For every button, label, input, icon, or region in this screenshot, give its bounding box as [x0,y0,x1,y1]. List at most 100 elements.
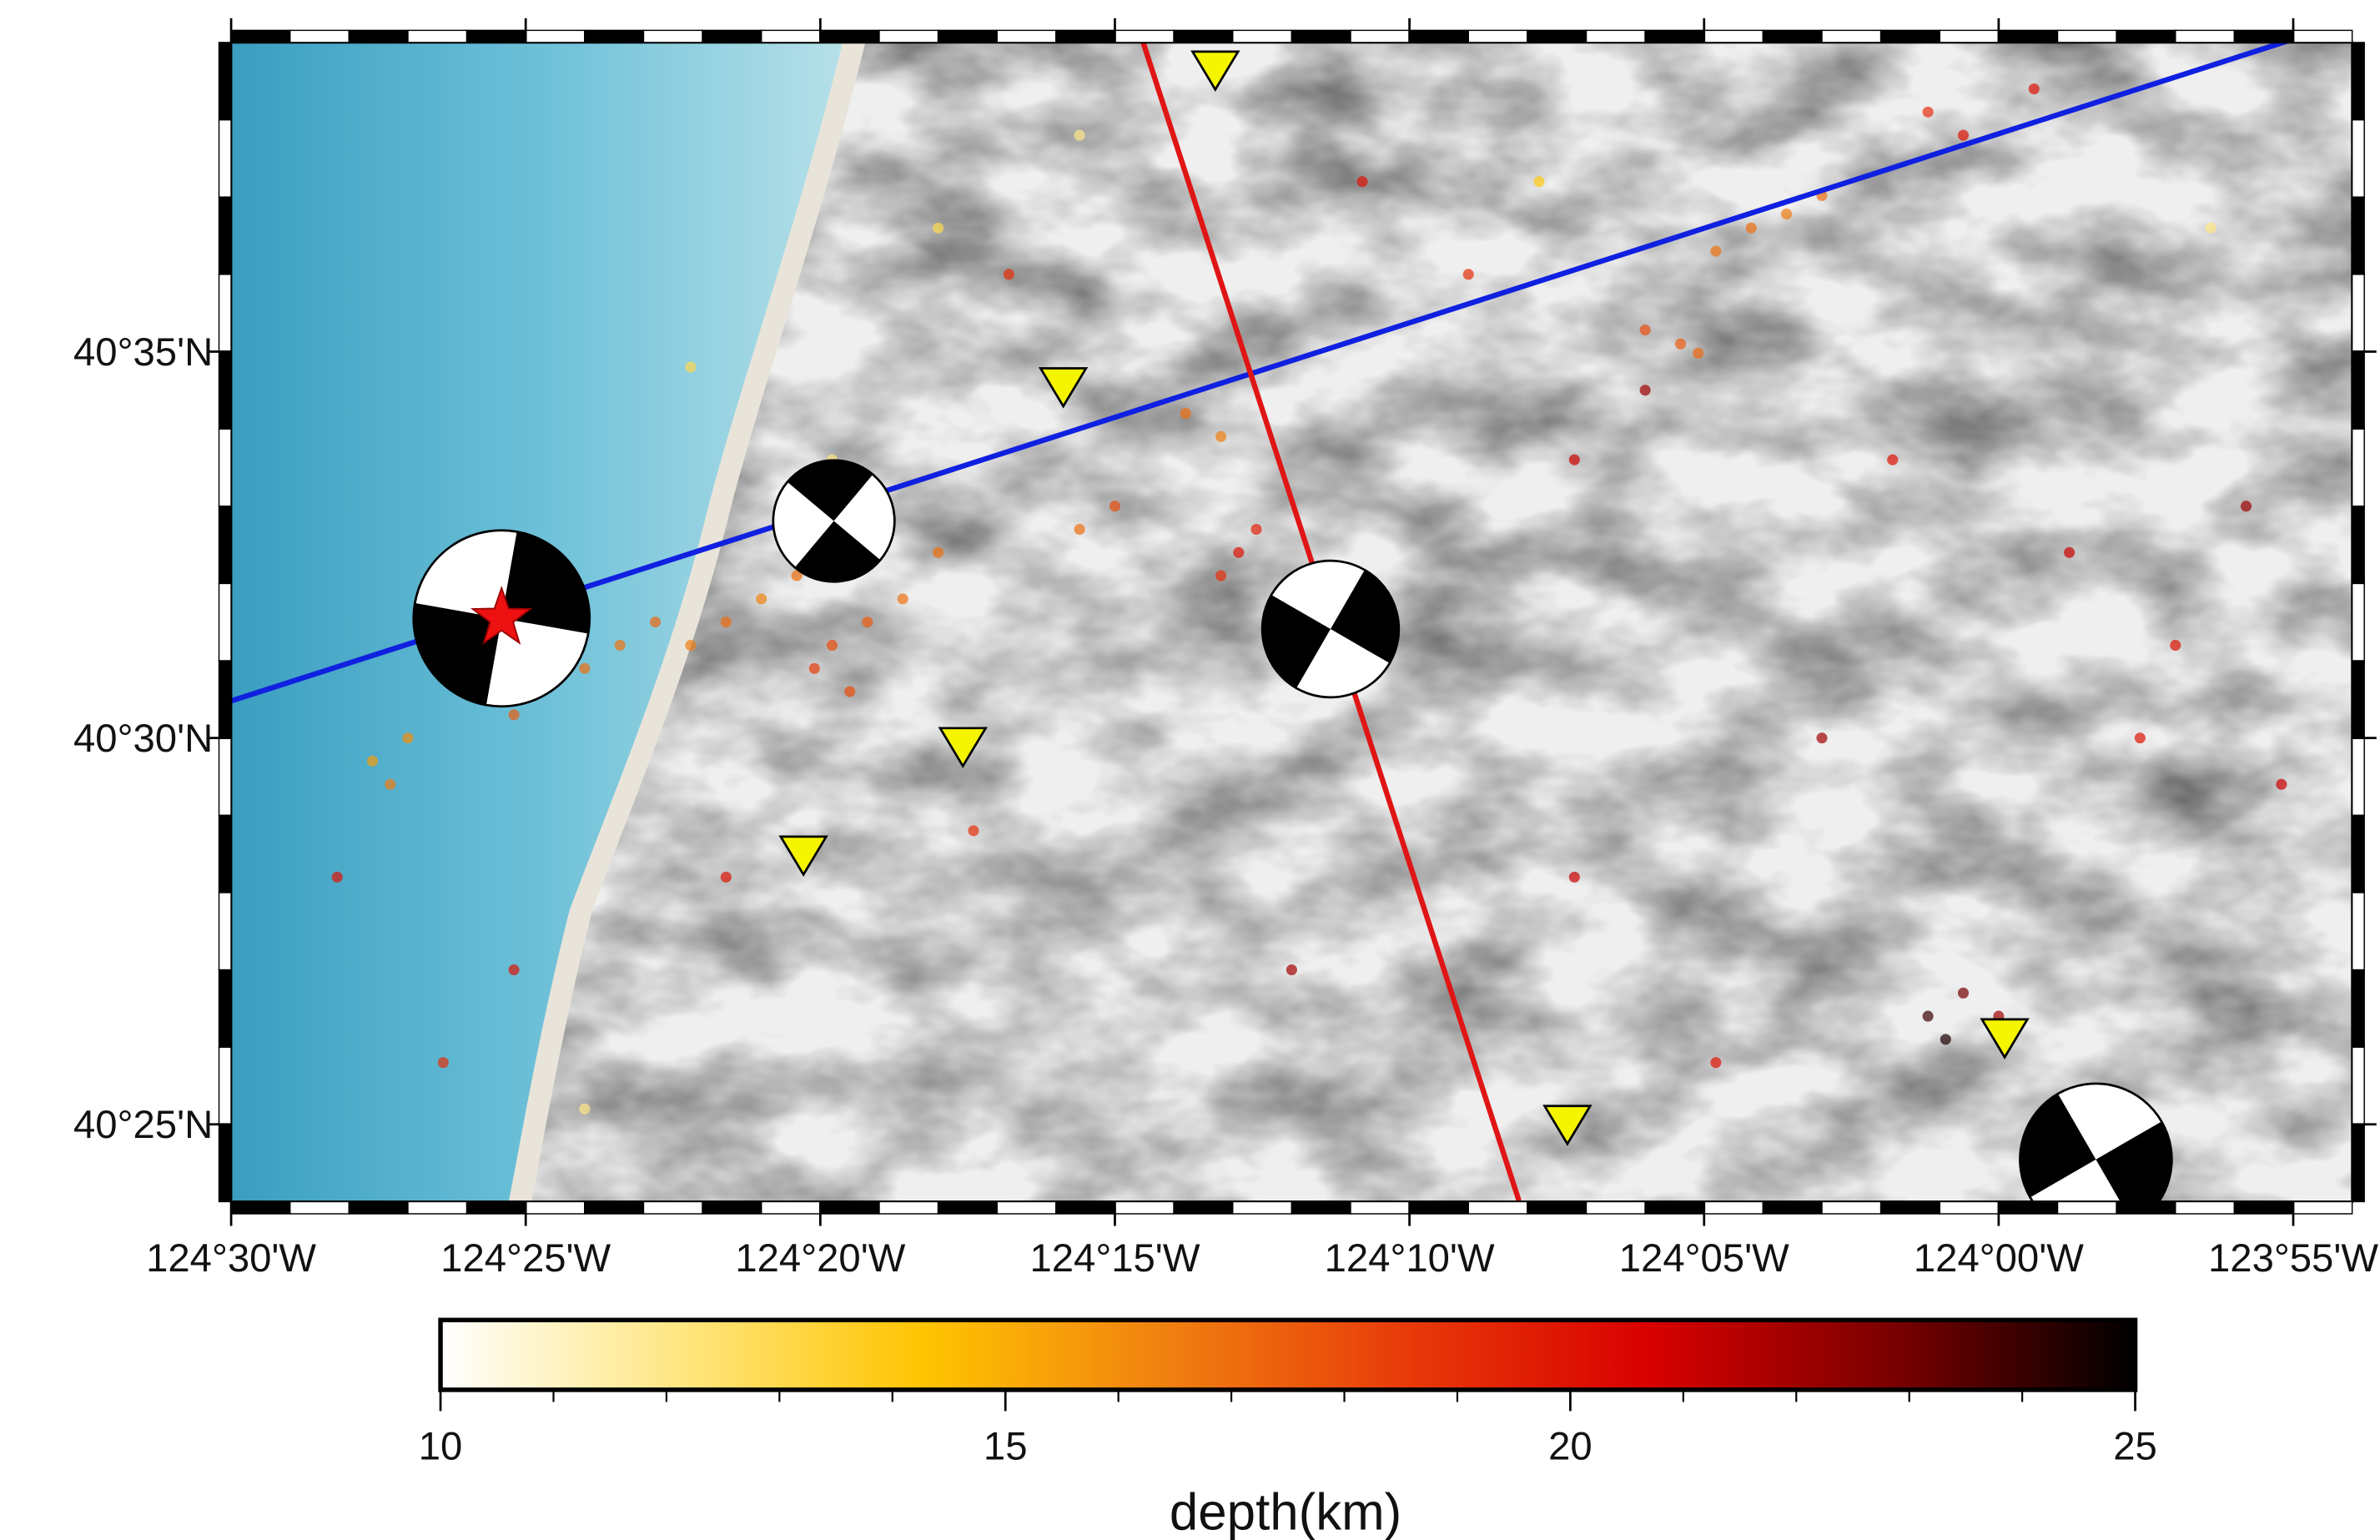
earthquake [332,872,343,883]
frame-segment [2352,661,2365,738]
frame-segment [997,30,1056,43]
frame-segment [585,30,644,43]
lon-tick-label: 123°55'W [2208,1236,2378,1281]
frame-segment [219,120,232,198]
frame-segment [526,1201,585,1214]
earthquake [1074,130,1085,141]
frame-segment [1822,1201,1881,1214]
frame-segment [1291,30,1351,43]
frame-segment [1174,30,1233,43]
frame-segment [762,30,821,43]
frame-segment [1940,1201,1999,1214]
frame-segment [1174,1201,1233,1214]
lon-tick-label: 124°00'W [1914,1236,2084,1281]
frame-segment [2176,1201,2235,1214]
earthquake [1816,732,1827,743]
earthquake [2276,779,2287,790]
frame-segment [1527,30,1587,43]
colorbar-tick-label: 10 [419,1425,463,1469]
earthquake [1233,547,1244,558]
frame-segment [290,30,350,43]
frame-segment [1115,1201,1174,1214]
earthquake [1569,455,1580,466]
frame-segment [408,1201,467,1214]
earthquake [1180,408,1191,419]
frame-segment [643,1201,702,1214]
earthquake [844,686,855,697]
earthquake [579,1104,590,1115]
frame-segment [2234,1201,2293,1214]
lat-tick-label: 40°35'N [73,330,213,375]
frame-segment [219,274,232,352]
earthquake [509,964,520,975]
frame-segment [2352,429,2365,506]
frame-segment [1704,1201,1764,1214]
lon-tick-label: 124°25'W [440,1236,611,1281]
earthquake [2064,547,2075,558]
frame-segment [820,1201,879,1214]
earthquake [1923,107,1934,118]
frame-segment [2058,1201,2117,1214]
earthquake [685,361,696,372]
earthquake [2206,223,2216,234]
earthquake [933,547,943,558]
earthquake [385,779,395,790]
earthquake [1887,455,1898,466]
frame-segment [879,30,938,43]
lat-tick-label: 40°25'N [73,1103,213,1147]
earthquake [1746,223,1757,234]
frame-segment [938,30,998,43]
frame-segment [1115,30,1174,43]
frame-segment [1410,30,1469,43]
colorbar-title: depth(km) [1170,1483,1401,1540]
colorbar [440,1320,2136,1390]
frame-segment [1410,1201,1469,1214]
lon-tick-label: 124°05'W [1619,1236,1789,1281]
frame-segment [2352,893,2365,970]
frame-segment [2352,1047,2365,1125]
earthquake [827,640,838,651]
earthquake [2029,83,2040,94]
frame-segment [938,1201,998,1214]
frame-segment [2116,30,2176,43]
lon-tick-label: 124°30'W [146,1236,316,1281]
earthquake [809,663,820,674]
frame-segment [762,1201,821,1214]
earthquake [933,223,943,234]
frame-segment [1468,1201,1527,1214]
earthquake [650,617,661,627]
colorbar-tick-label: 20 [1548,1425,1593,1469]
lat-tick-label: 40°30'N [73,717,213,761]
lon-tick-label: 124°15'W [1029,1236,1200,1281]
frame-segment [1233,30,1292,43]
earthquake [1675,339,1686,350]
earthquake [1693,348,1703,359]
frame-segment [2234,30,2293,43]
earthquake [898,593,908,604]
colorbar-tick-label: 25 [2113,1425,2157,1469]
earthquake [1958,130,1969,141]
frame-segment [2352,506,2365,584]
earthquake [615,640,626,651]
frame-segment [1881,1201,1940,1214]
earthquake [1286,964,1297,975]
earthquake [1710,245,1721,256]
frame-segment [1527,1201,1587,1214]
frame-segment [1763,30,1822,43]
earthquake [1958,988,1969,999]
frame-segment [1056,1201,1115,1214]
frame-segment [290,1201,350,1214]
frame-segment [1291,1201,1351,1214]
frame-segment [2293,1201,2352,1214]
lon-tick-label: 124°20'W [735,1236,905,1281]
earthquake [1250,524,1261,535]
earthquake [1640,325,1651,335]
earthquake [2170,640,2181,651]
earthquake [1215,431,1226,442]
frame-segment [997,1201,1056,1214]
earthquake [685,640,696,651]
frame-segment [1351,30,1410,43]
frame-segment [702,1201,762,1214]
frame-segment [467,30,526,43]
frame-segment [1351,1201,1410,1214]
